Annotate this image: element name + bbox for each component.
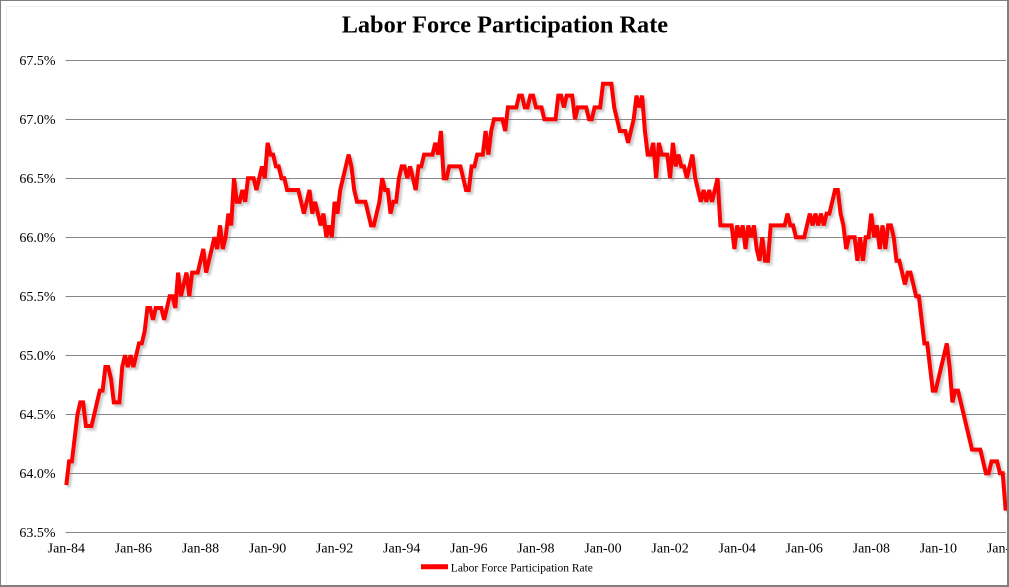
svg-text:Jan-90: Jan-90 <box>249 541 286 556</box>
svg-text:65.5%: 65.5% <box>19 290 56 305</box>
svg-text:Labor Force Participation Rate: Labor Force Participation Rate <box>451 563 593 575</box>
svg-text:64.5%: 64.5% <box>19 408 56 423</box>
svg-text:Labor Force Participation Rate: Labor Force Participation Rate <box>342 11 669 38</box>
svg-text:Jan-08: Jan-08 <box>853 541 890 556</box>
svg-text:Jan-02: Jan-02 <box>651 541 688 556</box>
svg-text:66.0%: 66.0% <box>19 231 56 246</box>
svg-text:Jan-06: Jan-06 <box>786 541 823 556</box>
svg-text:Jan-10: Jan-10 <box>920 541 957 556</box>
svg-text:Jan-94: Jan-94 <box>383 541 420 556</box>
svg-text:67.5%: 67.5% <box>19 54 56 69</box>
svg-text:Jan-12: Jan-12 <box>987 541 1009 556</box>
svg-text:Jan-92: Jan-92 <box>316 541 353 556</box>
svg-text:Jan-84: Jan-84 <box>48 541 85 556</box>
svg-text:66.5%: 66.5% <box>19 172 56 187</box>
svg-text:67.0%: 67.0% <box>19 113 56 128</box>
svg-text:Jan-86: Jan-86 <box>115 541 152 556</box>
svg-text:Jan-88: Jan-88 <box>182 541 219 556</box>
svg-text:64.0%: 64.0% <box>19 467 56 482</box>
svg-text:Jan-98: Jan-98 <box>517 541 554 556</box>
svg-text:63.5%: 63.5% <box>19 526 56 541</box>
svg-text:65.0%: 65.0% <box>19 349 56 364</box>
svg-text:Jan-00: Jan-00 <box>584 541 621 556</box>
svg-text:Jan-04: Jan-04 <box>719 541 756 556</box>
svg-text:Jan-96: Jan-96 <box>450 541 487 556</box>
